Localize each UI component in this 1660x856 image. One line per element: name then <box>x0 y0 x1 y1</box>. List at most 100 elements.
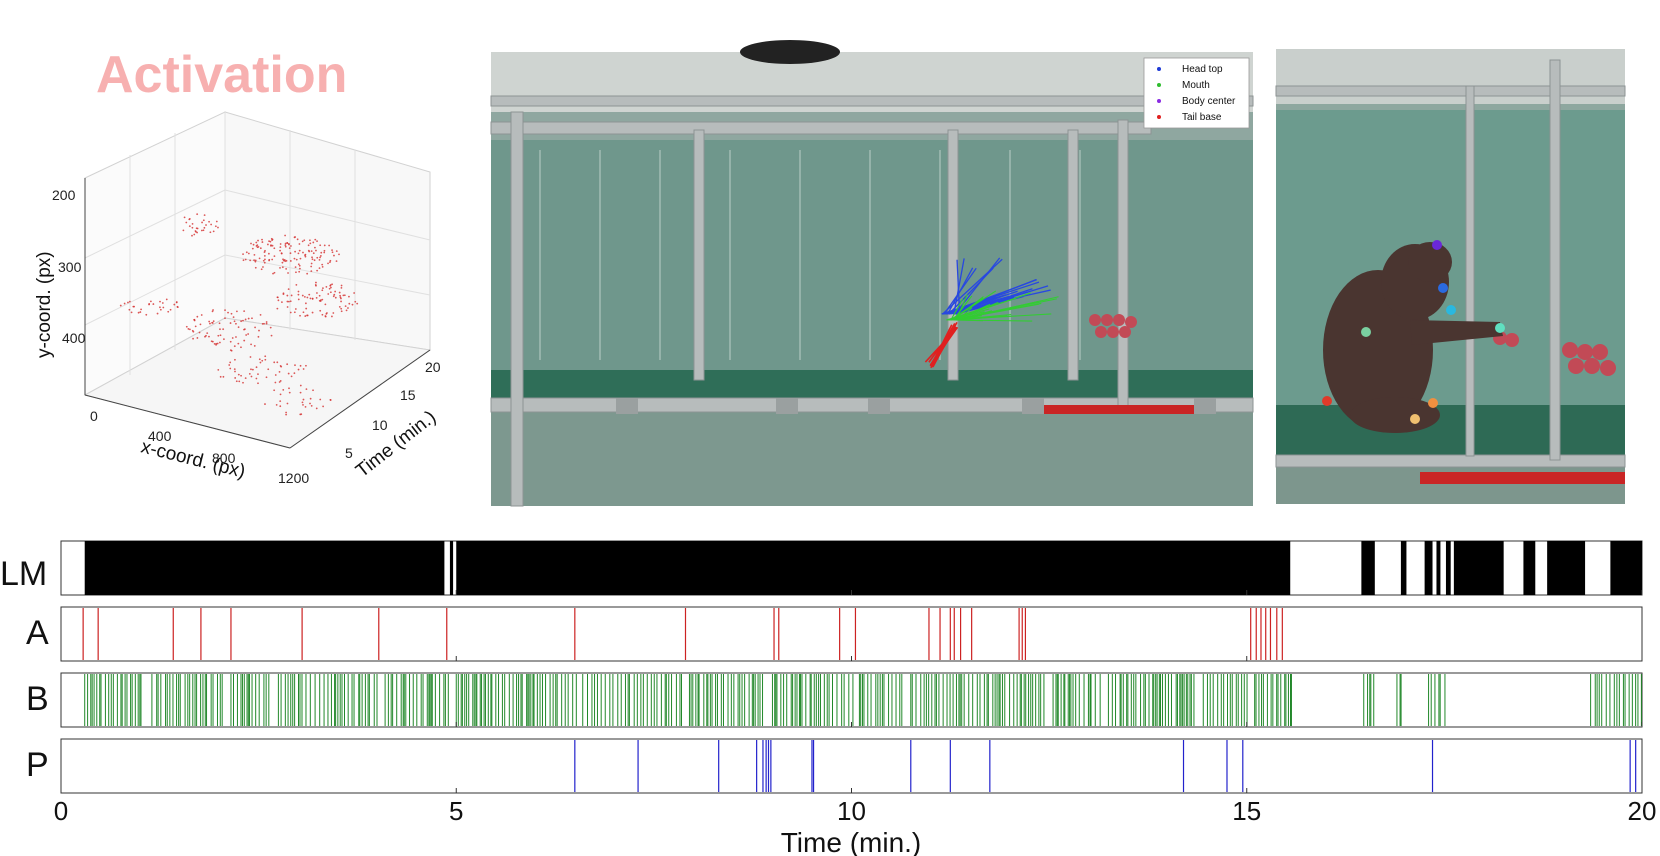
lm-interval <box>1453 541 1504 595</box>
keypoint-ear <box>1438 283 1448 293</box>
trajectory-point <box>335 250 338 253</box>
trajectory-point <box>270 245 272 247</box>
trajectory-point <box>273 247 276 250</box>
trajectory-point <box>356 302 359 305</box>
trajectory-point <box>285 259 288 262</box>
trajectory-point <box>305 388 308 391</box>
trajectory-point <box>321 289 324 292</box>
trajectory-point <box>294 236 297 238</box>
trajectory-point <box>231 337 234 339</box>
trajectory-point <box>304 302 307 305</box>
z-tick-15: 15 <box>400 387 416 403</box>
trajectory-point <box>314 238 317 241</box>
trajectory-point <box>323 251 326 254</box>
time-axis-title: Time (min.) <box>781 827 922 856</box>
trajectory-point <box>159 308 162 311</box>
trajectory-point <box>203 214 206 217</box>
trajectory-point <box>329 291 332 294</box>
trajectory-point <box>324 303 327 306</box>
trajectory-point <box>315 284 317 287</box>
legend-marker <box>1157 83 1161 87</box>
trajectory-point <box>295 271 297 274</box>
trajectory-point <box>250 343 252 346</box>
trajectory-point <box>321 265 324 268</box>
row-frame-p <box>60 738 1643 794</box>
trajectory-point <box>269 326 272 329</box>
head-track <box>941 281 1040 315</box>
trajectory-point <box>286 402 289 405</box>
trajectory-point <box>208 320 211 323</box>
trajectory-point <box>245 251 248 254</box>
trajectory-point <box>318 299 321 302</box>
trajectory-point <box>308 293 311 296</box>
trajectory-point <box>258 257 261 260</box>
trajectory-point <box>321 263 324 266</box>
time-tick-label: 10 <box>837 796 866 826</box>
trajectory-point <box>297 293 300 296</box>
trajectory-point <box>311 311 314 314</box>
trajectory-point <box>206 332 209 335</box>
trajectory-point <box>305 364 307 367</box>
trajectory-point <box>309 239 311 242</box>
trajectory-point <box>319 398 322 401</box>
trajectory-point <box>264 258 266 261</box>
trajectory-point <box>251 247 254 250</box>
trajectory-point <box>309 397 312 400</box>
z-tick-20: 20 <box>425 359 441 375</box>
trajectory-point <box>298 270 301 273</box>
trajectory-point <box>123 302 126 305</box>
trajectory-point <box>254 326 256 329</box>
trajectory-point <box>294 308 297 310</box>
trajectory-point <box>257 335 260 338</box>
legend-item-body-center: Body center <box>1157 96 1236 107</box>
trajectory-point <box>319 256 321 259</box>
trajectory-point <box>315 407 318 410</box>
trajectory-point <box>128 308 131 311</box>
keypoint-body <box>1361 327 1371 337</box>
trajectory-point <box>191 234 193 237</box>
trajectory-point <box>212 230 215 233</box>
trajectory-point <box>301 240 304 243</box>
trajectory-point <box>307 244 310 247</box>
trajectory-point <box>315 249 317 252</box>
trajectory-point <box>259 314 262 316</box>
trajectory-point <box>267 368 270 371</box>
trajectory-point <box>299 364 302 367</box>
trajectory-point <box>316 240 318 243</box>
mouth-track <box>952 295 973 321</box>
legend-item-tail-base: Tail base <box>1157 112 1222 123</box>
trajectory-point <box>294 250 296 253</box>
trajectory-point <box>315 296 318 299</box>
row-label-b: B <box>26 680 49 718</box>
trajectory-point <box>306 296 309 299</box>
trajectory-point <box>219 341 221 344</box>
z-tick-10: 10 <box>372 417 388 433</box>
trajectory-point <box>165 298 168 301</box>
trajectory-point <box>243 310 246 313</box>
trajectory-point <box>294 266 297 268</box>
trajectory-point <box>294 364 296 367</box>
trajectory-point <box>173 303 176 306</box>
trajectory-point <box>325 285 328 288</box>
trajectory-point <box>219 328 221 331</box>
trajectory-point <box>167 310 170 313</box>
trajectory-point <box>319 244 322 247</box>
trajectory-point <box>348 302 351 305</box>
trajectory-point <box>338 253 340 256</box>
trajectory-point <box>275 403 278 406</box>
y-axis-title: y-coord. (px) <box>34 251 55 358</box>
trajectory-point <box>208 335 210 338</box>
trajectory-point <box>227 311 229 314</box>
trajectory-point <box>271 244 274 247</box>
trajectory-point <box>242 381 244 384</box>
trajectory-point <box>139 311 142 313</box>
trajectory-point <box>334 296 337 299</box>
trajectory-point <box>340 307 343 310</box>
x-tick-400: 400 <box>148 428 172 444</box>
trajectory-point <box>255 377 258 380</box>
trajectory-point <box>255 241 258 244</box>
trajectory-point <box>284 245 287 248</box>
trajectory-point <box>309 297 312 300</box>
trajectory-point <box>279 400 282 403</box>
trajectory-point <box>193 233 196 236</box>
